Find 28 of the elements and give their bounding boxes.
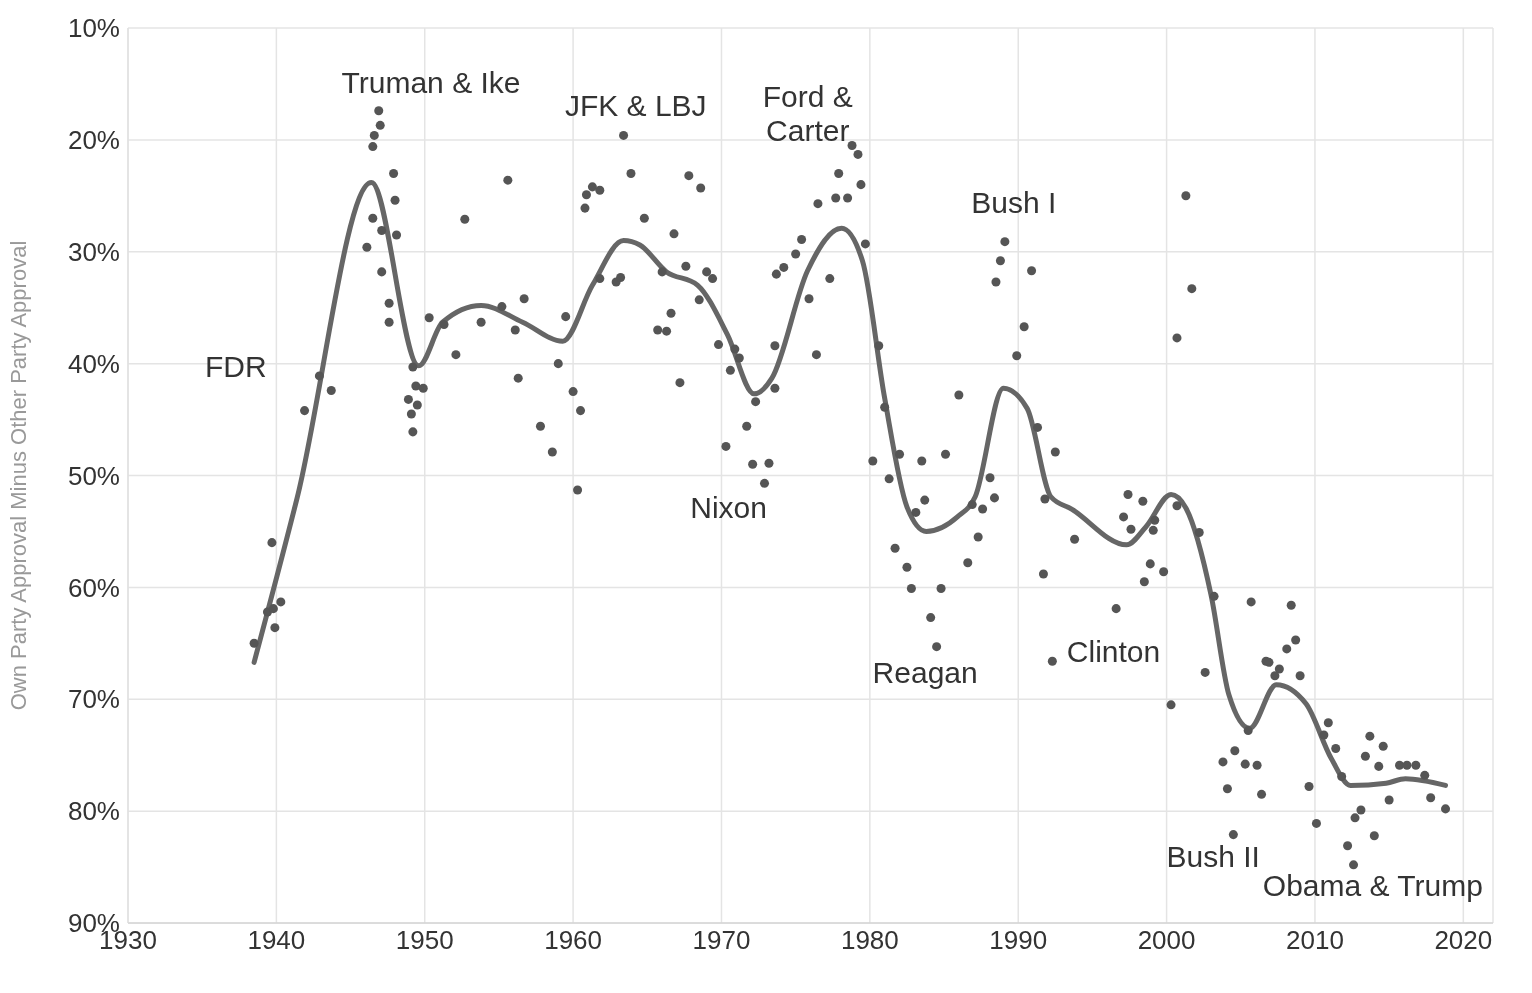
annotation: FDR (205, 349, 267, 383)
x-tick-label: 1940 (247, 925, 306, 956)
annotation: Clinton (1066, 634, 1161, 668)
y-tick-label: 60% (67, 572, 120, 603)
annotation: Bush I (971, 185, 1057, 219)
y-tick-label: 80% (67, 796, 120, 827)
y-tick-label: 30% (67, 236, 120, 267)
y-tick-label: 10% (67, 13, 120, 44)
x-tick-label: 2020 (1434, 925, 1493, 956)
y-tick-label: 40% (67, 348, 120, 379)
x-tick-label: 1950 (395, 925, 454, 956)
annotation: JFK & LBJ (564, 88, 707, 122)
y-tick-label: 20% (67, 125, 120, 156)
annotation: Nixon (690, 490, 767, 524)
annotation: Reagan (872, 655, 978, 689)
x-tick-label: 2000 (1137, 925, 1196, 956)
x-tick-label: 1980 (840, 925, 899, 956)
y-tick-label: 50% (67, 460, 120, 491)
annotation: Truman & Ike (341, 65, 521, 99)
y-axis-title: Own Party Approval Minus Other Party Approval (5, 240, 31, 711)
x-tick-label: 1990 (989, 925, 1048, 956)
y-tick-label: 70% (67, 684, 120, 715)
x-tick-label: 1970 (692, 925, 751, 956)
x-tick-label: 2010 (1286, 925, 1344, 956)
x-tick-label: 1960 (544, 925, 603, 956)
annotation: Ford & Carter (762, 79, 853, 147)
annotation: Bush II (1166, 839, 1260, 873)
annotation: Obama & Trump (1262, 868, 1483, 902)
